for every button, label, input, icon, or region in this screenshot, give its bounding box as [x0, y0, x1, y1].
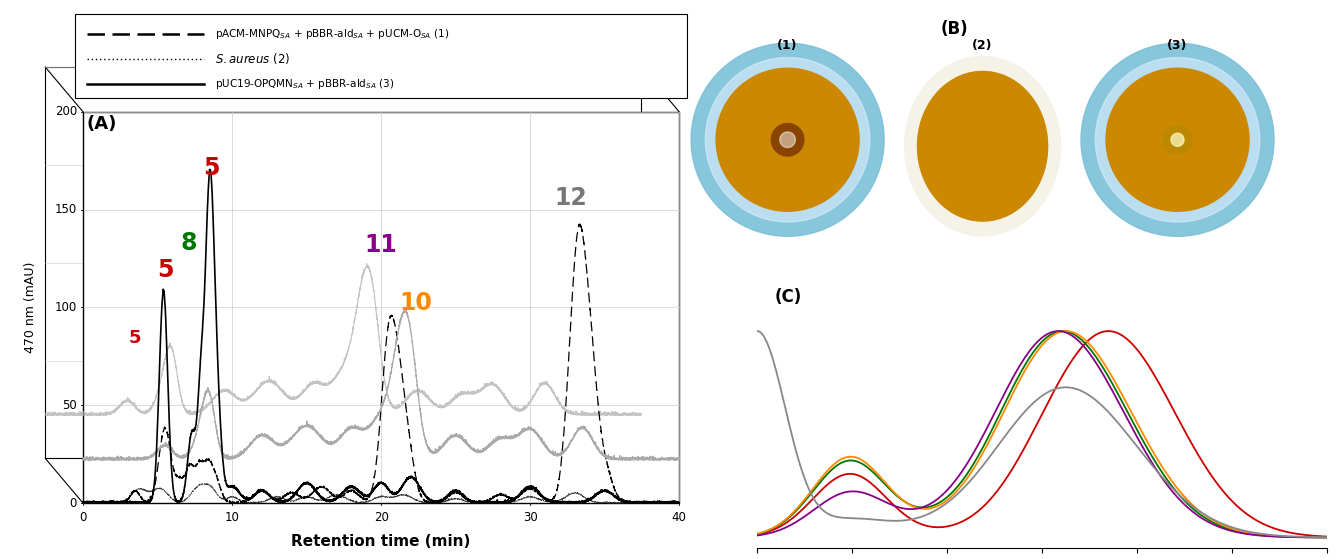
Text: (3): (3) — [1167, 39, 1187, 52]
Polygon shape — [772, 124, 804, 156]
Polygon shape — [780, 132, 796, 148]
Text: 20: 20 — [374, 511, 389, 524]
Polygon shape — [752, 104, 823, 176]
Text: 30: 30 — [523, 511, 537, 524]
Text: (2): (2) — [973, 39, 993, 52]
Polygon shape — [734, 86, 842, 193]
Polygon shape — [950, 109, 1016, 183]
Text: (C): (C) — [775, 287, 801, 306]
Text: 50: 50 — [62, 399, 76, 412]
Text: 100: 100 — [55, 301, 76, 314]
Text: 150: 150 — [55, 203, 76, 216]
Text: 5: 5 — [129, 329, 142, 347]
Text: $\it{S. aureus}$ (2): $\it{S. aureus}$ (2) — [216, 51, 291, 66]
Polygon shape — [905, 56, 1060, 236]
Polygon shape — [1163, 125, 1191, 154]
Text: 5: 5 — [202, 157, 220, 180]
Text: (1): (1) — [777, 39, 797, 52]
Text: 0: 0 — [79, 511, 87, 524]
Polygon shape — [1106, 68, 1249, 211]
Polygon shape — [1156, 119, 1199, 161]
Polygon shape — [716, 68, 859, 211]
Polygon shape — [1171, 133, 1185, 146]
Text: 11: 11 — [364, 233, 398, 257]
Polygon shape — [75, 14, 686, 98]
Text: pUC19-OPQMN$_{SA}$ + pBBR-ald$_{SA}$ (3): pUC19-OPQMN$_{SA}$ + pBBR-ald$_{SA}$ (3) — [216, 77, 395, 91]
Text: pACM-MNPQ$_{SA}$ + pBBR-ald$_{SA}$ + pUCM-O$_{SA}$ (1): pACM-MNPQ$_{SA}$ + pBBR-ald$_{SA}$ + pUC… — [216, 26, 449, 41]
Polygon shape — [918, 72, 1048, 221]
Polygon shape — [1081, 43, 1274, 236]
Polygon shape — [934, 90, 1032, 202]
Text: 8: 8 — [181, 231, 197, 255]
Polygon shape — [766, 119, 809, 161]
Text: 200: 200 — [55, 105, 76, 119]
Text: 5: 5 — [157, 258, 173, 282]
Text: 12: 12 — [553, 186, 587, 210]
Text: 40: 40 — [671, 511, 686, 524]
Polygon shape — [1142, 104, 1213, 176]
Polygon shape — [918, 72, 1048, 221]
Polygon shape — [950, 109, 1016, 183]
Polygon shape — [934, 90, 1032, 202]
Text: 10: 10 — [225, 511, 240, 524]
Text: 0: 0 — [70, 496, 76, 510]
Text: (B): (B) — [941, 20, 967, 37]
Polygon shape — [705, 58, 870, 222]
Polygon shape — [963, 124, 1002, 169]
Polygon shape — [83, 112, 679, 503]
Polygon shape — [691, 43, 884, 236]
Text: (A): (A) — [87, 115, 117, 132]
Text: 10: 10 — [399, 291, 431, 315]
Polygon shape — [1124, 86, 1231, 193]
Text: 470 nm (mAU): 470 nm (mAU) — [24, 262, 36, 353]
Text: Retention time (min): Retention time (min) — [291, 534, 470, 549]
Polygon shape — [1095, 58, 1260, 222]
